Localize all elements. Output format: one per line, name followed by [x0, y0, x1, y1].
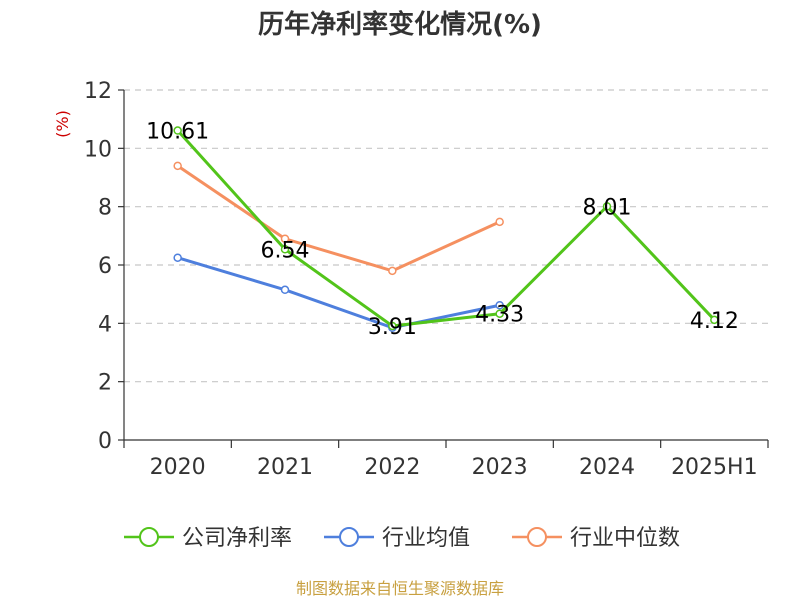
x-tick-label: 2022 — [364, 455, 420, 480]
legend-label: 行业中位数 — [570, 526, 680, 551]
grid-lines — [124, 89, 768, 383]
data-labels: 10.61 6.54 3.91 4.33 8.01 4.12 — [146, 120, 739, 340]
y-tick-label: 8 — [98, 196, 112, 221]
y-tick-label: 2 — [98, 371, 112, 396]
series-line — [176, 129, 716, 328]
series-layer — [173, 126, 719, 332]
data-point — [388, 321, 397, 331]
legend-marker-icon — [339, 527, 359, 547]
data-point — [602, 202, 612, 211]
x-tick-label: 2023 — [472, 455, 528, 480]
data-point — [280, 245, 290, 254]
x-tick-label: 2024 — [579, 455, 635, 480]
data-point — [173, 126, 182, 135]
data-point — [280, 285, 290, 295]
x-tick-label: 2021 — [257, 455, 313, 480]
x-tick-label: 2020 — [150, 455, 206, 480]
legend-label: 公司净利率 — [182, 526, 292, 551]
legend-marker-icon — [527, 527, 547, 547]
data-label: 4.33 — [475, 303, 524, 328]
data-point — [710, 315, 719, 325]
data-point — [173, 161, 182, 171]
data-point — [495, 309, 504, 318]
data-label: 4.12 — [690, 309, 739, 334]
data-point — [495, 217, 504, 227]
y-tick-label: 10 — [84, 137, 112, 162]
axes: 0 2 4 6 8 10 12 2020 2021 2022 2023 2024 2025H1 — [84, 79, 769, 480]
x-tick-label: 2025H1 — [671, 455, 758, 480]
data-source-note: 制图数据来自恒生聚源数据库 — [296, 579, 504, 598]
y-axis-unit-label: (%) — [53, 110, 72, 138]
legend-marker-icon — [139, 527, 159, 547]
y-tick-label: 12 — [84, 79, 112, 104]
data-point — [280, 234, 290, 243]
y-tick-label: 6 — [98, 254, 112, 279]
data-label: 6.54 — [261, 238, 310, 263]
data-point — [173, 253, 182, 262]
data-label: 10.61 — [146, 120, 209, 145]
data-label: 8.01 — [583, 195, 632, 220]
data-point — [388, 266, 397, 276]
y-tick-label: 0 — [98, 429, 112, 454]
series-line — [176, 164, 501, 273]
data-point — [495, 301, 504, 310]
legend-label: 行业均值 — [382, 526, 470, 551]
data-label: 3.91 — [368, 315, 417, 340]
series-line — [177, 256, 500, 330]
legend: 公司净利率 行业均值 行业中位数 — [124, 526, 680, 551]
y-tick-label: 4 — [98, 312, 112, 337]
chart-title: 历年净利率变化情况(%) — [258, 10, 542, 40]
